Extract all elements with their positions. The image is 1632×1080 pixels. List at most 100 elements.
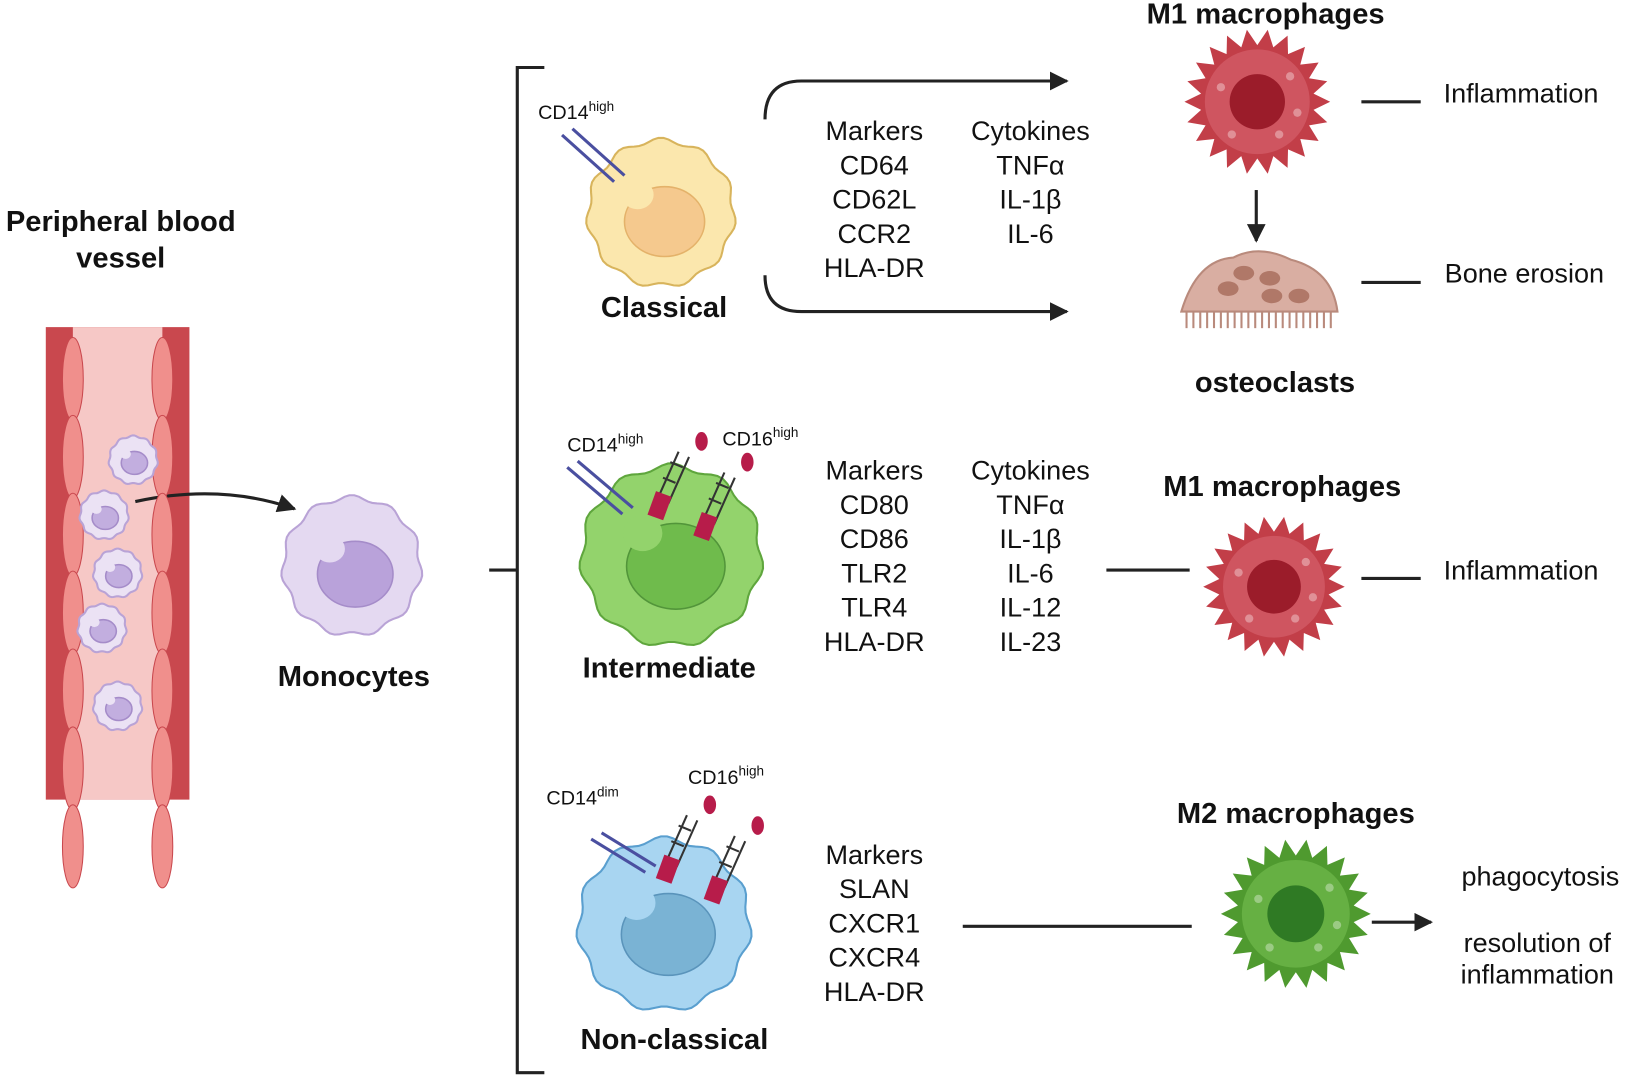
markers-title: Markers [825,116,923,146]
nucleus-notch [617,885,656,920]
receptor-name: CD14 [546,788,597,810]
endothelial-cell [151,492,174,577]
marker-item: HLA-DR [824,977,925,1007]
nucleus-notch [120,449,131,459]
osteoclast-nucleus [1217,281,1239,296]
vessel-label: vessel [76,242,165,274]
nucleus-notch [104,562,116,573]
outcome-effect: Bone erosion [1445,258,1604,288]
granule [1301,557,1310,567]
cytokine-item: IL-1β [999,524,1061,554]
nucleus [1247,559,1301,614]
receptor-level: dim [597,784,619,799]
cytokines-title: Cytokines [971,116,1090,146]
receptor-name: CD14 [538,102,589,124]
marker-item: TLR4 [841,593,907,623]
endothelial-cell [61,804,84,889]
marker-item: CD62L [832,185,916,215]
cytokine-item: IL-23 [1000,627,1062,657]
endothelial-cell [151,336,174,422]
nucleus-notch [622,515,663,552]
endothelial-cell [151,570,174,655]
cd14-receptor [566,466,624,516]
endothelial-cell [61,726,84,811]
cd14-receptor [600,831,657,868]
osteoclast [1179,250,1339,313]
nucleus [1229,74,1285,130]
cytokine-item: TNFα [996,490,1064,520]
granule [1293,108,1302,117]
osteoclast-nucleus [1233,265,1255,281]
arrow [962,100,1431,927]
marker-item: CD64 [840,150,909,180]
granule [1265,943,1274,952]
receptor-label: CD16high [688,763,764,789]
receptor-name: CD14 [567,435,618,457]
cd16-receptor [702,472,736,525]
marker-item: HLA-DR [824,253,925,283]
receptor-label: CD14dim [546,784,618,810]
endothelial-cell [61,414,84,499]
cytokine-item: IL-1β [999,185,1061,215]
nucleus-notch [621,180,654,210]
cd16-anchor [693,511,718,542]
marker-item: CCR2 [837,219,911,249]
cytokine-item: IL-6 [1007,558,1054,588]
granule [1291,614,1300,623]
nucleus-notch [89,617,100,628]
monocytes-label: Monocytes [278,661,430,693]
cd14-receptor [571,127,626,177]
receptor-name: CD16 [722,429,773,451]
cd16-receptor [665,814,699,868]
granule [1314,943,1323,952]
receptor-label: CD14high [538,99,614,125]
marker-item: SLAN [839,874,910,904]
cd14-receptor [560,133,616,183]
marker-item: TLR2 [841,558,907,588]
granule [1254,894,1263,904]
outcome-effect: Inflammation [1444,555,1599,585]
marker-item: CXCR1 [828,908,920,938]
cd16-receptor [713,835,747,889]
cd14-receptor [590,837,647,874]
osteoclast-nucleus [1288,288,1310,304]
granule [1216,83,1226,92]
cd16-receptor [656,451,690,505]
cd16-anchor [655,854,680,884]
receptor-level: high [618,431,644,446]
cd16-head [751,816,764,835]
outcome-cell: M2 macrophages [1177,798,1415,830]
cd14-receptor [576,459,634,509]
outcome-cell: M1 macrophages [1147,0,1385,30]
subset-name: Intermediate [583,653,756,685]
granule [1308,593,1318,602]
endothelial-cell [61,570,84,655]
endothelial-cell [151,804,174,889]
granule [1245,614,1254,623]
marker-item: CD86 [840,524,909,554]
receptor-level: high [589,99,615,114]
cytokine-item: TNFα [996,150,1064,180]
outcome-effect: phagocytosis [1461,862,1619,892]
marker-item: CXCR4 [828,943,920,973]
granule [1325,883,1334,892]
nucleus [1267,885,1325,943]
bracket [489,65,545,1075]
cd16-head [741,452,754,472]
receptor-level: high [773,425,799,440]
markers-title: Markers [825,840,923,870]
granule [1332,920,1342,930]
endothelial-cell [61,336,84,422]
marker-item: CD80 [840,490,909,520]
cd16-anchor [647,491,672,521]
receptor-label: CD14high [567,431,643,457]
vessel-label: Peripheral blood [6,206,236,238]
subset-name: Classical [601,292,727,324]
outcome-effect: inflammation [1461,959,1614,989]
outcome-cell: M1 macrophages [1163,471,1401,503]
receptor-label: CD16high [722,425,798,451]
granule [1234,568,1243,577]
arrow [763,71,1069,120]
arrow [134,492,297,513]
